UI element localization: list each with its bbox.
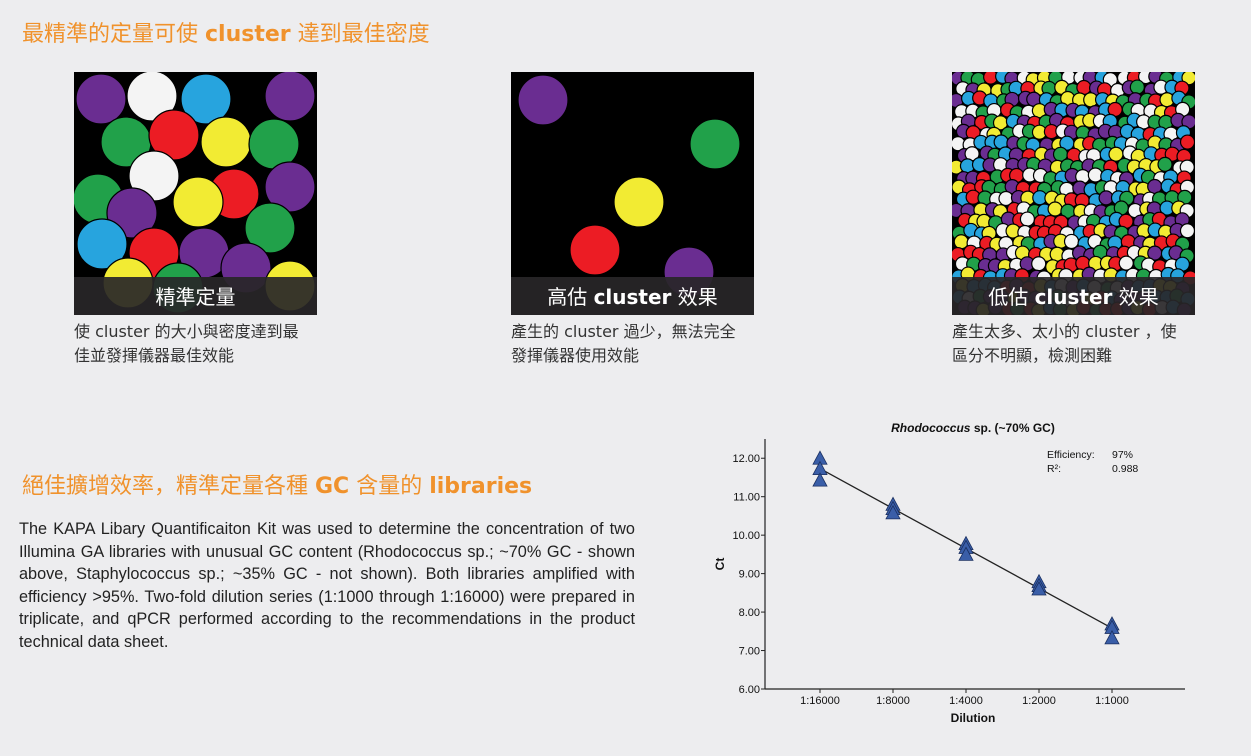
y-tick-label: 9.00 xyxy=(739,569,760,581)
panel-label: 精準定量 xyxy=(74,277,317,315)
y-tick-label: 8.00 xyxy=(739,607,760,619)
panel-description: 使 cluster 的大小與密度達到最 佳並發揮儀器最佳效能 xyxy=(74,322,299,365)
section-heading-cluster: 最精準的定量可使 cluster 達到最佳密度 xyxy=(22,22,430,47)
y-tick-label: 7.00 xyxy=(739,646,760,658)
panel-label: 低估 cluster 效果 xyxy=(952,277,1195,315)
panel-underestimate: 低估 cluster 效果 產生太多、太小的 cluster ，使 區分不明顯，檢… xyxy=(952,72,1195,368)
panel-overestimate: 高估 cluster 效果 產生的 cluster 過少，無法完全 發揮儀器使用效… xyxy=(511,72,754,368)
cluster-image-accurate: 精準定量 xyxy=(74,72,317,315)
y-tick-label: 6.00 xyxy=(739,684,760,696)
y-axis-label: Ct xyxy=(713,558,727,571)
cluster-image-sparse: 高估 cluster 效果 xyxy=(511,72,754,315)
x-tick-label: 1:1000 xyxy=(1095,695,1129,707)
stat-label-r2: R²: xyxy=(1047,463,1061,475)
x-axis-ticks: 1:16000 1:8000 1:4000 1:2000 1:1000 xyxy=(800,689,1129,707)
panel-description: 產生太多、太小的 cluster ，使 區分不明顯，檢測困難 xyxy=(952,322,1177,365)
data-points xyxy=(812,450,1120,645)
panel-accurate: 精準定量 使 cluster 的大小與密度達到最 佳並發揮儀器最佳效能 xyxy=(74,72,317,368)
chart-title: Rhodococcus sp. (~70% GC) xyxy=(891,421,1055,435)
panel-label: 高估 cluster 效果 xyxy=(511,277,754,315)
y-axis-ticks: 6.00 7.00 8.00 9.00 10.00 11.00 12.00 xyxy=(732,453,765,696)
stat-value-efficiency: 97% xyxy=(1112,449,1133,461)
data-point-triangle xyxy=(812,472,828,487)
data-point-triangle xyxy=(1104,630,1120,645)
stat-value-r2: 0.988 xyxy=(1112,463,1138,475)
stats-box: Efficiency: 97% R²: 0.988 xyxy=(1047,449,1138,475)
x-tick-label: 1:4000 xyxy=(949,695,983,707)
panel-description: 產生的 cluster 過少，無法完全 發揮儀器使用效能 xyxy=(511,322,736,365)
x-axis-label: Dilution xyxy=(951,711,996,725)
body-paragraph: The KAPA Libary Quantificaiton Kit was u… xyxy=(19,520,635,651)
stat-label-efficiency: Efficiency: xyxy=(1047,449,1095,461)
qpcr-chart: Rhodococcus sp. (~70% GC) 6.00 7.00 8.00 9.… xyxy=(713,421,1185,725)
data-point-triangle xyxy=(1031,581,1047,596)
x-tick-label: 1:2000 xyxy=(1022,695,1056,707)
y-tick-label: 12.00 xyxy=(732,453,760,465)
section-heading-efficiency: 絕佳擴增效率，精準定量各種 GC 含量的 libraries xyxy=(22,474,533,499)
cluster-image-dense: 低估 cluster 效果 xyxy=(952,72,1195,315)
y-tick-label: 10.00 xyxy=(732,530,760,542)
x-tick-label: 1:16000 xyxy=(800,695,840,707)
data-point-triangle xyxy=(958,546,974,561)
chart-axes xyxy=(764,439,1185,690)
y-tick-label: 11.00 xyxy=(733,492,760,504)
x-tick-label: 1:8000 xyxy=(876,695,910,707)
data-point-triangle xyxy=(885,505,901,520)
